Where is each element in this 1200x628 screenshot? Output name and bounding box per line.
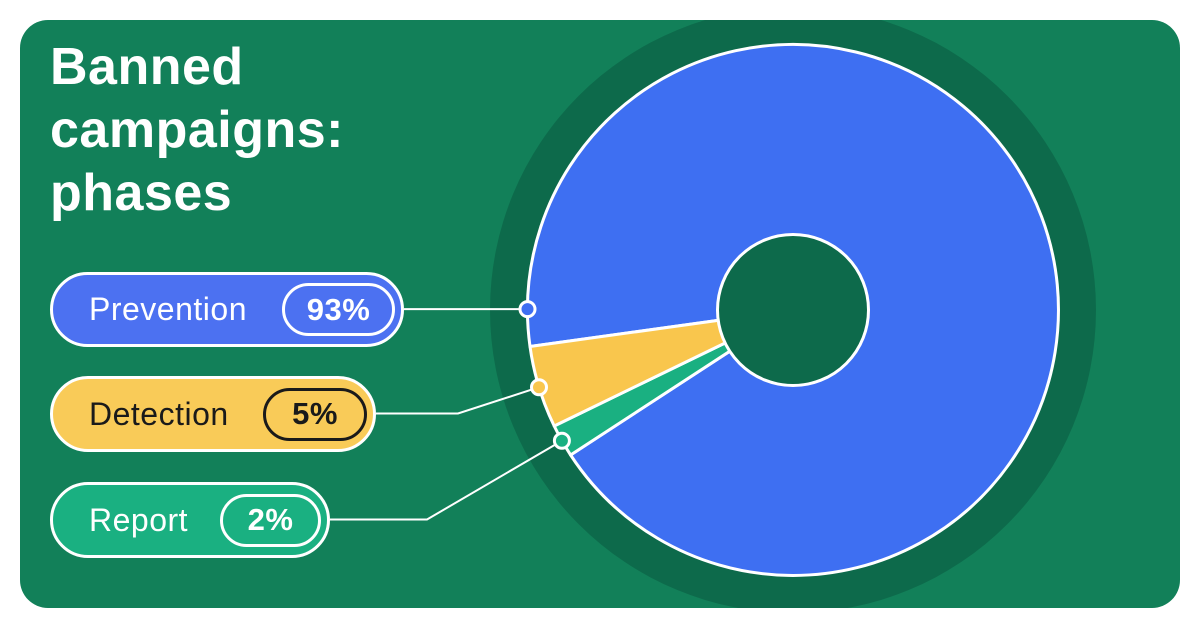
legend-value-capsule-prevention: 93% xyxy=(282,283,395,336)
page-title: Banned campaigns: phases xyxy=(50,36,344,225)
donut-hole xyxy=(716,233,870,387)
legend-label-prevention: Prevention xyxy=(89,291,247,327)
leader-dot-detection xyxy=(530,378,548,397)
donut-chart xyxy=(330,20,1096,608)
legend-pill-detection: Detection 5% xyxy=(50,376,376,452)
page-title-line-2: campaigns: xyxy=(50,101,344,159)
legend-pill-report: Report 2% xyxy=(50,482,330,558)
legend-value-report: 2% xyxy=(247,502,294,537)
legend-value-prevention: 93% xyxy=(306,291,371,327)
legend-label-report: Report xyxy=(89,501,189,538)
page-title-line-1: Banned xyxy=(50,38,244,96)
legend-pill-prevention: Prevention 93% xyxy=(50,272,404,347)
infographic-card: Banned campaigns: phases Prevention 93% … xyxy=(20,20,1180,608)
legend-value-detection: 5% xyxy=(292,396,338,431)
leader-dot-prevention xyxy=(518,300,537,319)
page-title-line-3: phases xyxy=(50,164,233,222)
legend-value-capsule-detection: 5% xyxy=(263,387,367,441)
leader-line-detection xyxy=(376,386,540,415)
legend-label-detection: Detection xyxy=(89,395,229,432)
legend-value-capsule-report: 2% xyxy=(220,493,321,547)
leader-dot-report xyxy=(552,431,571,450)
leader-line-report xyxy=(330,439,563,521)
